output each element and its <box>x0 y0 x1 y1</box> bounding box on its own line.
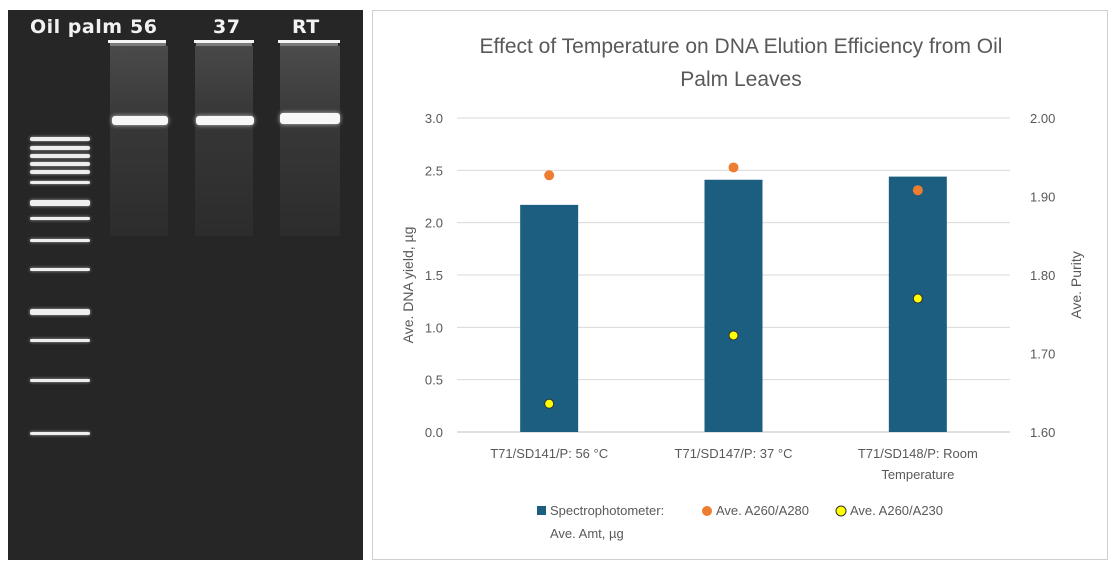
gel-label-underline <box>108 40 166 43</box>
dna-band-37 <box>196 116 254 125</box>
gel-label-underline <box>278 40 340 43</box>
y-tick-left: 2.5 <box>425 163 443 178</box>
legend-swatch-amount <box>537 506 546 515</box>
agarose-gel-image: Oil palm 56 37 RT <box>8 10 363 560</box>
ladder-band <box>30 137 90 141</box>
gel-lane-smear <box>110 46 168 236</box>
dot-a260-a230 <box>544 398 555 409</box>
gel-well <box>196 43 252 47</box>
bar-amount <box>520 204 579 432</box>
ladder-band <box>30 154 90 158</box>
y-tick-left: 0.0 <box>425 425 443 440</box>
ladder-band <box>30 432 90 435</box>
dna-band-56 <box>112 116 168 125</box>
gel-lane-smear <box>280 46 340 236</box>
chart-panel: Effect of Temperature on DNA Elution Eff… <box>372 10 1108 560</box>
legend-label-a230: Ave. A260/A230 <box>850 503 943 518</box>
ladder-band <box>30 239 90 242</box>
chart-title-line-2: Palm Leaves <box>680 68 801 91</box>
ladder-band <box>30 200 90 206</box>
y-axis-left-title: Ave. DNA yield, µg <box>400 227 416 344</box>
x-category-label: T71/SD148/P: Room <box>858 446 978 461</box>
bar-amount <box>888 176 947 432</box>
gel-lane-smear <box>195 46 253 236</box>
ladder-band <box>30 339 90 342</box>
chart-svg: Effect of Temperature on DNA Elution Eff… <box>400 35 1084 541</box>
gel-label-56: 56 <box>130 16 158 38</box>
y-tick-right: 2.00 <box>1030 111 1055 126</box>
dot-a260-a230 <box>912 293 923 304</box>
ladder-band <box>30 146 90 150</box>
x-category-label: Temperature <box>881 467 954 482</box>
legend-label-a280: Ave. A260/A280 <box>716 503 809 518</box>
y-axis-right-title: Ave. Purity <box>1068 251 1084 318</box>
legend-marker-a280 <box>702 506 712 516</box>
legend-label-amount-line-1: Spectrophotometer: <box>550 503 664 518</box>
dna-band-rt <box>280 113 340 124</box>
dot-a260-a280 <box>728 162 739 173</box>
ladder-band <box>30 181 90 184</box>
y-tick-right: 1.80 <box>1030 268 1055 283</box>
gel-well <box>110 43 166 47</box>
y-tick-left: 2.0 <box>425 216 443 231</box>
y-tick-right: 1.70 <box>1030 347 1055 362</box>
x-category-label: T71/SD147/P: 37 °C <box>675 446 793 461</box>
dot-a260-a280 <box>544 170 555 181</box>
ladder-band <box>30 379 90 382</box>
y-tick-right: 1.90 <box>1030 190 1055 205</box>
dot-a260-a230 <box>728 330 739 341</box>
y-tick-left: 1.5 <box>425 268 443 283</box>
bar-amount <box>704 179 763 432</box>
gel-label-37: 37 <box>213 16 241 38</box>
dot-a260-a280 <box>912 185 923 196</box>
legend-marker-a230 <box>835 505 847 517</box>
ladder-band <box>30 268 90 271</box>
y-tick-right: 1.60 <box>1030 425 1055 440</box>
gel-well <box>280 43 338 47</box>
gel-label-underline <box>194 40 254 43</box>
y-tick-left: 1.0 <box>425 320 443 335</box>
x-category-label: T71/SD141/P: 56 °C <box>490 446 608 461</box>
y-tick-left: 0.5 <box>425 373 443 388</box>
ladder-band <box>30 170 90 174</box>
y-tick-left: 3.0 <box>425 111 443 126</box>
gel-label-rt: RT <box>292 16 320 38</box>
legend-label-amount-line-2: Ave. Amt, µg <box>550 526 624 541</box>
ladder-band <box>30 162 90 166</box>
gel-label-ladder: Oil palm <box>30 16 123 38</box>
chart-title-line-1: Effect of Temperature on DNA Elution Eff… <box>480 35 1003 58</box>
ladder-band <box>30 309 90 315</box>
ladder-band <box>30 217 90 220</box>
